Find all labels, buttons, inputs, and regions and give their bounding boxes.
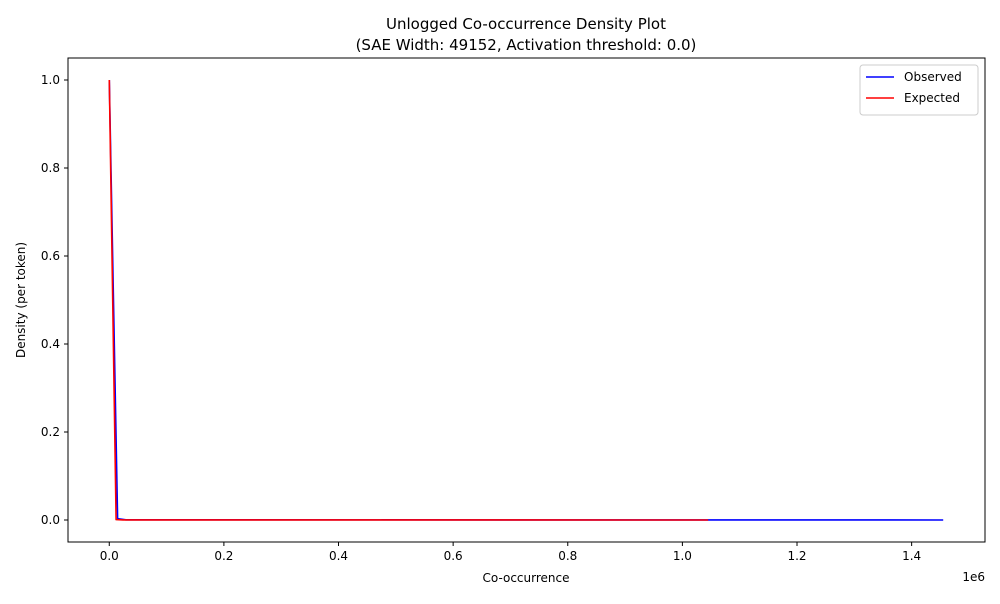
x-axis-ticks: 0.0 0.2 0.4 0.6 0.8 1.0 1.2 1.4 [100,542,921,563]
legend-label-observed: Observed [904,70,962,84]
x-tick-label: 0.0 [100,549,119,563]
chart-subtitle: (SAE Width: 49152, Activation threshold:… [356,36,697,54]
y-tick-label: 0.0 [41,513,60,527]
plot-lines [108,79,944,521]
x-tick-label: 1.4 [902,549,921,563]
x-tick-label: 0.8 [558,549,577,563]
y-tick-label: 0.6 [41,249,60,263]
x-tick-label: 0.2 [214,549,233,563]
y-tick-label: 0.2 [41,425,60,439]
series-line-expected [108,79,709,521]
x-axis-offset-label: 1e6 [962,570,985,584]
x-tick-label: 1.0 [673,549,692,563]
x-tick-label: 0.6 [444,549,463,563]
x-tick-label: 1.2 [787,549,806,563]
x-tick-label: 0.4 [329,549,348,563]
y-tick-label: 0.8 [41,161,60,175]
legend-label-expected: Expected [904,91,960,105]
y-tick-label: 0.4 [41,337,60,351]
legend: Observed Expected [859,64,979,116]
x-axis-label: Co-occurrence [483,571,570,585]
y-tick-label: 1.0 [41,73,60,87]
chart-title: Unlogged Co-occurrence Density Plot [386,15,666,33]
plot-frame [67,57,986,543]
y-axis-label: Density (per token) [14,242,28,358]
series-line-observed [108,79,944,521]
y-axis-ticks: 0.0 0.2 0.4 0.6 0.8 1.0 [41,73,68,527]
